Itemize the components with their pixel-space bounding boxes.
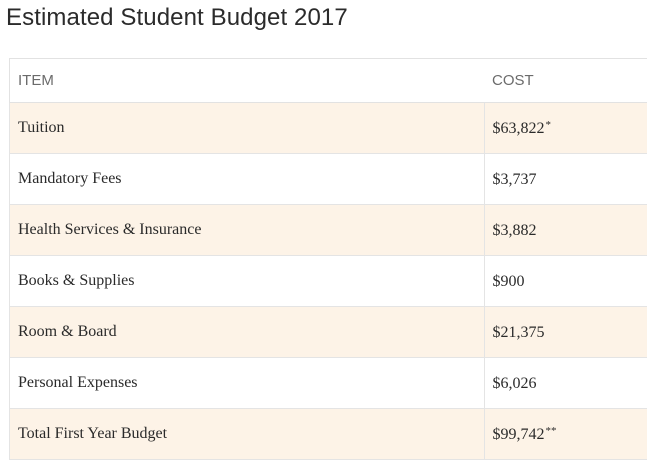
cost-value: $99,742 bbox=[492, 425, 545, 443]
cost-cell: $63,822* bbox=[483, 102, 647, 154]
cost-value: $3,882 bbox=[492, 221, 537, 239]
cost-value: $6,026 bbox=[492, 374, 537, 392]
cost-cell: $900 bbox=[483, 255, 647, 307]
footnote-mark: * bbox=[545, 118, 552, 131]
item-cell: Total First Year Budget bbox=[9, 408, 484, 460]
table-row: Mandatory Fees $3,737 bbox=[9, 153, 647, 205]
item-cell: Health Services & Insurance bbox=[9, 204, 484, 256]
cost-cell: $3,737 bbox=[483, 153, 647, 205]
item-cell: Mandatory Fees bbox=[9, 153, 484, 205]
page-title: Estimated Student Budget 2017 bbox=[6, 4, 348, 31]
cost-cell: $21,375 bbox=[483, 306, 647, 358]
table-row-total: Total First Year Budget $99,742** bbox=[9, 408, 647, 460]
cost-cell: $3,882 bbox=[483, 204, 647, 256]
cost-cell: $99,742** bbox=[483, 408, 647, 460]
table-row: Room & Board $21,375 bbox=[9, 306, 647, 358]
item-cell: Books & Supplies bbox=[9, 255, 484, 307]
cost-value: $21,375 bbox=[492, 323, 545, 341]
item-cell: Room & Board bbox=[9, 306, 484, 358]
table-row: Personal Expenses $6,026 bbox=[9, 357, 647, 409]
cost-value: $3,737 bbox=[492, 170, 537, 188]
table-row: Health Services & Insurance $3,882 bbox=[9, 204, 647, 256]
cost-value: $900 bbox=[492, 272, 525, 290]
table-header-row: ITEM COST bbox=[9, 58, 647, 103]
footnote-mark: ** bbox=[545, 424, 557, 437]
item-cell: Personal Expenses bbox=[9, 357, 484, 409]
budget-table: ITEM COST Tuition $63,822* Mandatory Fee… bbox=[9, 58, 647, 460]
column-header-item: ITEM bbox=[9, 58, 484, 103]
cost-value: $63,822 bbox=[492, 119, 545, 137]
table-header: ITEM COST bbox=[9, 58, 647, 103]
item-cell: Tuition bbox=[9, 102, 484, 154]
table-row: Tuition $63,822* bbox=[9, 102, 647, 154]
column-header-cost: COST bbox=[484, 58, 647, 103]
table-row: Books & Supplies $900 bbox=[9, 255, 647, 307]
table-body: Tuition $63,822* Mandatory Fees $3,737 H… bbox=[9, 102, 647, 460]
cost-cell: $6,026 bbox=[483, 357, 647, 409]
